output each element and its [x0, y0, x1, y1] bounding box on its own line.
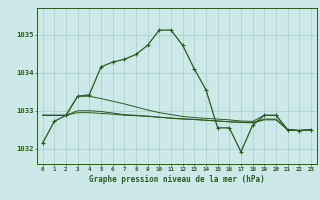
X-axis label: Graphe pression niveau de la mer (hPa): Graphe pression niveau de la mer (hPa) — [89, 175, 265, 184]
